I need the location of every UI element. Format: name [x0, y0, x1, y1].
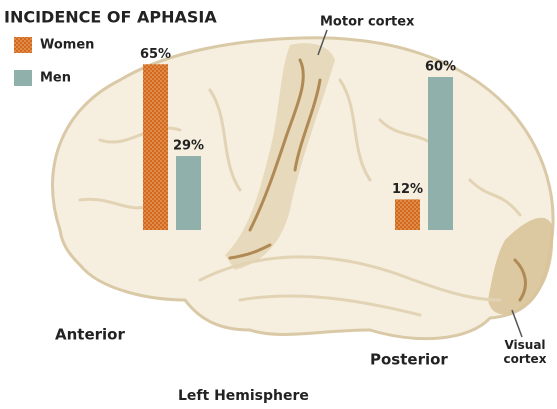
chart: INCIDENCE OF APHASIA Motor cortex Left H…	[0, 0, 557, 409]
chart-title: INCIDENCE OF APHASIA	[4, 8, 217, 27]
annotation: Motor cortex	[320, 15, 415, 30]
value-label: 60%	[425, 60, 456, 75]
value-label: 65%	[140, 47, 171, 62]
legend-swatch	[14, 70, 32, 86]
bar	[428, 77, 453, 230]
value-label: 29%	[173, 139, 204, 154]
category-label: Anterior	[55, 326, 125, 344]
bar	[143, 64, 168, 230]
bar	[176, 156, 201, 230]
value-label: 12%	[392, 182, 423, 197]
legend-label: Women	[40, 38, 94, 53]
page: INCIDENCE OF APHASIA Motor cortex Left H…	[0, 0, 557, 409]
annotation: Visual cortex	[497, 338, 553, 366]
legend-swatch	[14, 37, 32, 53]
category-label: Posterior	[370, 351, 448, 369]
caption: Left Hemisphere	[178, 388, 309, 404]
legend-label: Men	[40, 71, 71, 86]
brain	[53, 30, 554, 339]
bar	[395, 199, 420, 230]
